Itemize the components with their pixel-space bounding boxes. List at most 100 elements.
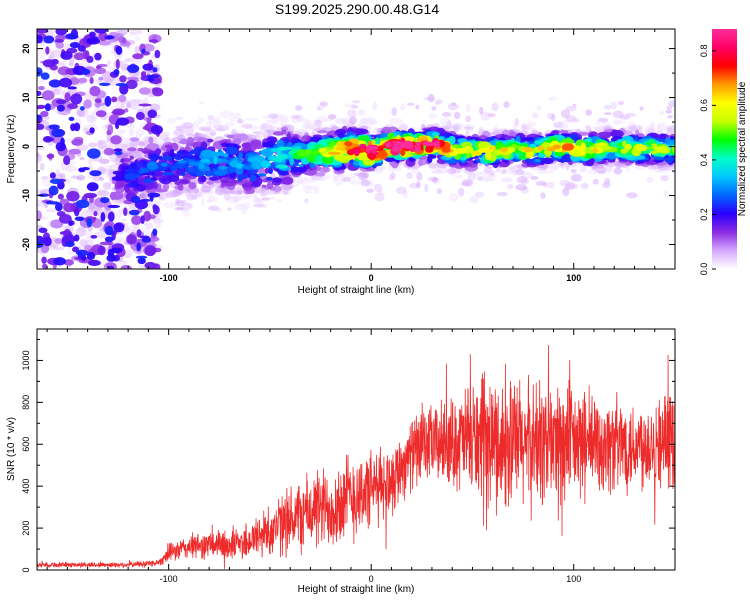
heatmap-cell (49, 52, 55, 61)
heatmap-cell (37, 114, 42, 121)
heatmap-cell (116, 117, 130, 126)
heatmap-cell (136, 162, 142, 168)
heatmap-cell (188, 182, 197, 190)
heatmap-cell (149, 201, 154, 206)
heatmap-cell (49, 172, 56, 179)
heatmap-cell (104, 236, 114, 243)
heatmap-cell (128, 209, 140, 216)
heatmap-cell (60, 51, 73, 60)
heatmap-cell (79, 239, 88, 247)
heatmap-cell (133, 224, 141, 231)
heatmap-cell (73, 122, 81, 132)
heatmap-cell (85, 231, 95, 243)
heatmap-cell (141, 48, 146, 54)
heatmap-cell (144, 245, 157, 257)
snr-x-axis-label: Height of straight line (km) (298, 584, 415, 595)
heatmap-cell (465, 115, 472, 123)
heatmap-cell (603, 104, 612, 110)
heatmap-cell (174, 181, 181, 185)
heatmap-cell (487, 164, 493, 169)
heatmap-cell (208, 118, 220, 126)
heatmap-cell (107, 204, 120, 209)
heatmap-cell (261, 148, 274, 158)
heatmap-cell (252, 131, 262, 135)
heatmap-cell (120, 265, 132, 269)
heatmap-cell (87, 148, 101, 159)
heatmap-cell (252, 155, 265, 163)
heatmap-cell (639, 145, 644, 151)
heatmap-cell (71, 138, 84, 146)
heatmap-cell (296, 175, 304, 185)
heatmap-cell (129, 155, 134, 160)
heatmap-cell (147, 109, 157, 119)
heatmap-cell (415, 104, 420, 110)
spectrogram-heatmap (37, 29, 675, 269)
heatmap-cell (656, 122, 667, 132)
heatmap-cell (128, 182, 136, 187)
heatmap-cell (123, 223, 129, 233)
heatmap-cell (585, 125, 592, 131)
heatmap-cell (83, 99, 92, 109)
heatmap-cell (37, 104, 47, 109)
heatmap-cell (217, 165, 228, 170)
heatmap-cell (536, 105, 542, 111)
heatmap-cell (134, 45, 140, 54)
heatmap-cell (200, 158, 211, 163)
heatmap-cell (562, 157, 572, 163)
heatmap-cell (605, 152, 618, 160)
heatmap-cell (594, 142, 608, 147)
heatmap-cell (111, 96, 118, 103)
heatmap-cell (52, 246, 65, 251)
heatmap-cell (597, 131, 612, 137)
heatmap-cell (467, 172, 477, 181)
heatmap-cell (418, 159, 424, 166)
heatmap-cell (515, 184, 527, 191)
heatmap-cell (548, 96, 558, 101)
heatmap-cell (542, 157, 554, 165)
heatmap-cell (200, 197, 205, 207)
heatmap-cell (610, 101, 617, 110)
heatmap-cell (261, 184, 267, 188)
heatmap-cell (415, 141, 422, 146)
heatmap-cell (314, 172, 326, 177)
heatmap-cell (406, 172, 413, 179)
heatmap-cell (65, 241, 75, 248)
heatmap-cell (206, 199, 214, 203)
heatmap-cell (93, 211, 98, 217)
heatmap-cell (80, 106, 85, 111)
heatmap-cell (121, 218, 127, 223)
heatmap-cell (175, 125, 186, 131)
heatmap-cell (210, 131, 217, 136)
heatmap-cell (601, 145, 612, 151)
heatmap-cell (118, 94, 127, 103)
heatmap-cell (45, 208, 59, 213)
y-tick-label: 10 (21, 93, 31, 103)
heatmap-cell (562, 187, 570, 197)
heatmap-cell (253, 196, 259, 200)
heatmap-cell (570, 173, 583, 182)
heatmap-cell (666, 105, 673, 111)
heatmap-cell (40, 176, 49, 180)
heatmap-cell (362, 159, 376, 166)
heatmap-cell (135, 35, 141, 42)
heatmap-cell (43, 35, 55, 44)
colorbar-tick-label: 0.0 (699, 263, 709, 276)
heatmap-cell (146, 161, 158, 171)
heatmap-cell (139, 167, 150, 174)
heatmap-cell (99, 241, 114, 246)
heatmap-cell (140, 215, 145, 225)
heatmap-cell (416, 171, 423, 181)
heatmap-cell (447, 135, 456, 145)
heatmap-cell (100, 197, 110, 204)
heatmap-cell (109, 191, 124, 200)
heatmap-cell (143, 210, 152, 222)
heatmap-cell (364, 118, 378, 125)
heatmap-cell (455, 148, 462, 153)
heatmap-cell (396, 186, 407, 195)
heatmap-cell (129, 125, 135, 135)
heatmap-cell (654, 146, 668, 153)
heatmap-cell (152, 87, 164, 97)
heatmap-cell (565, 182, 576, 190)
heatmap-cell (88, 156, 93, 165)
heatmap-cell (173, 154, 185, 161)
